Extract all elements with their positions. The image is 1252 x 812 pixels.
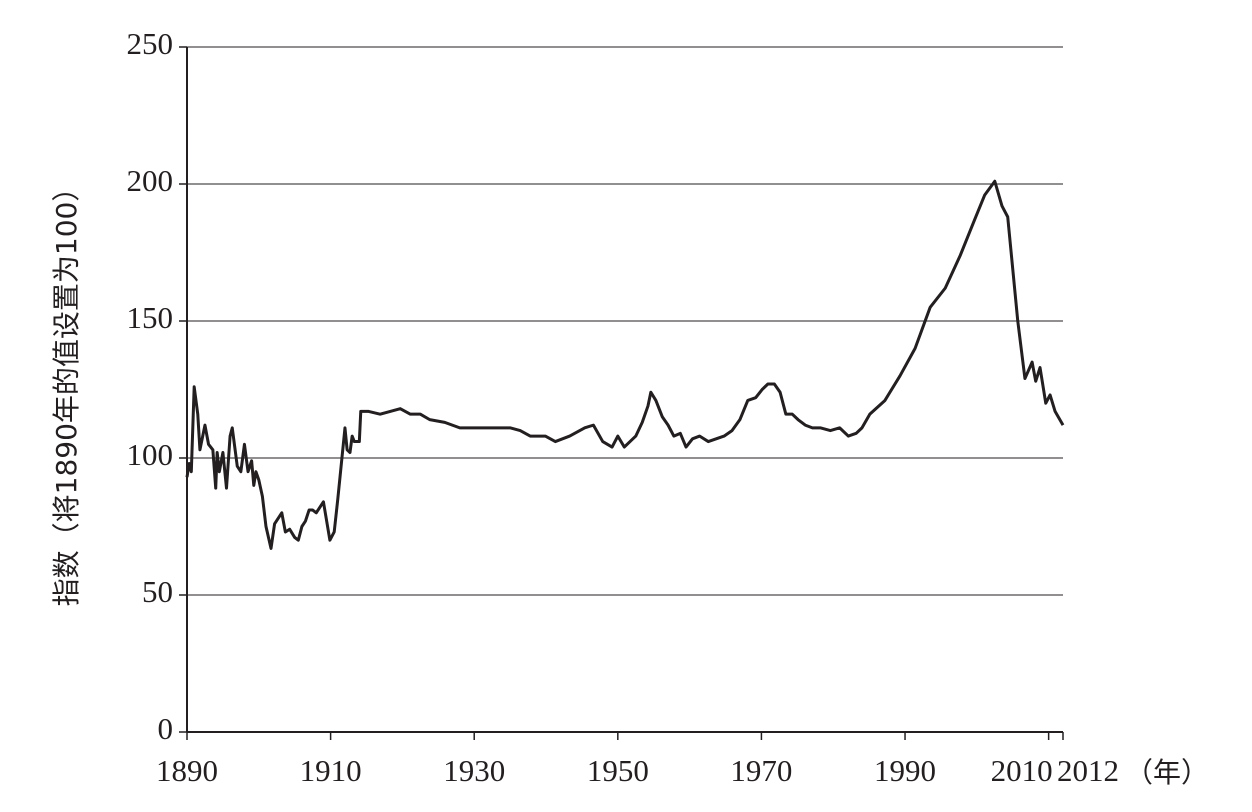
x-tick-label: 1930 (443, 753, 505, 788)
x-tick-label: 1890 (156, 753, 218, 788)
x-tick-label: 2012 (1057, 753, 1119, 788)
y-tick-label: 250 (127, 26, 174, 61)
x-tick-label: 1990 (874, 753, 936, 788)
x-tick-label: 1950 (587, 753, 649, 788)
y-tick-label: 150 (127, 300, 174, 335)
line-series (185, 179, 1065, 550)
x-tick-label: 1970 (730, 753, 792, 788)
x-tick-label: 1910 (300, 753, 362, 788)
y-tick-label: 200 (127, 163, 174, 198)
x-axis-label: （年） (1125, 756, 1209, 789)
y-axis-label: 指数（将1890年的值设置为100） (50, 174, 83, 607)
y-tick-label: 50 (142, 574, 173, 609)
y-tick-label: 0 (158, 711, 174, 746)
x-tick-label: 2010 (991, 753, 1053, 788)
y-tick-label: 100 (127, 437, 174, 472)
